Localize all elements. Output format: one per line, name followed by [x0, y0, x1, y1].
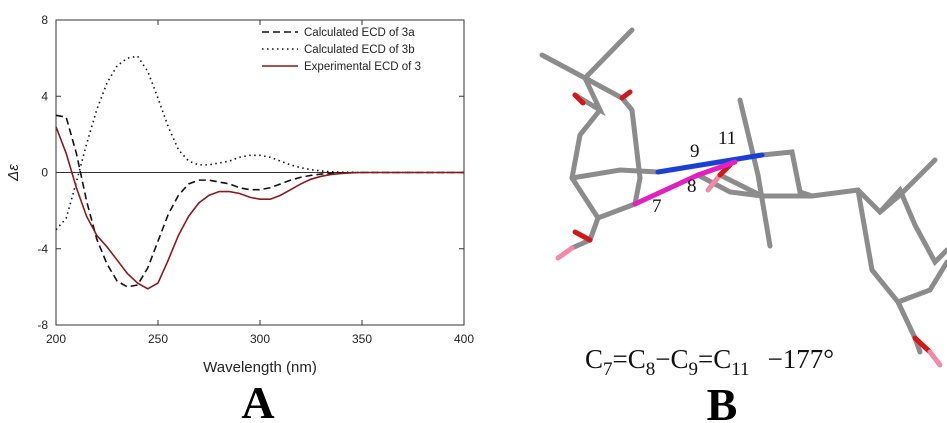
y-tick-label: -8: [37, 318, 48, 332]
legend-label: Calculated ECD of 3b: [304, 44, 415, 56]
atom-symbol: C: [585, 344, 603, 374]
atom-label: 11: [718, 128, 736, 149]
torsion-caption: C7=C8−C9=C11−177°: [585, 344, 834, 380]
series-line: [56, 127, 464, 289]
x-tick-label: 250: [148, 332, 168, 346]
bond-symbol: =: [613, 344, 628, 374]
y-tick-label: 4: [41, 89, 48, 103]
figure: 9 11 8 7 C7=C8−C9=C11−177° A B -8-404820…: [0, 0, 947, 423]
x-tick-label: 400: [454, 332, 474, 346]
atom-index: 8: [646, 359, 656, 380]
atom-label: 8: [687, 176, 697, 197]
legend-label: Experimental ECD of 3: [304, 61, 421, 73]
x-axis-title: Wavelength (nm): [203, 359, 317, 376]
atom-symbol: C: [713, 344, 731, 374]
x-tick-label: 200: [46, 332, 66, 346]
molecule-model: 9 11 8 7: [542, 30, 947, 365]
atom-symbol: C: [628, 344, 646, 374]
atom-label: 9: [690, 141, 700, 162]
y-axis-title: Δε: [5, 164, 22, 182]
series-line: [56, 56, 464, 229]
atom-index: 11: [731, 359, 749, 380]
x-tick-label: 350: [352, 332, 372, 346]
bond-symbol: −: [655, 344, 670, 374]
atom-label: 7: [652, 196, 662, 217]
y-tick-label: 0: [41, 166, 48, 180]
legend-label: Calculated ECD of 3a: [304, 27, 415, 39]
bond-symbol: =: [698, 344, 713, 374]
atom-symbol: C: [671, 344, 689, 374]
y-tick-label: -4: [37, 242, 48, 256]
atom-index: 9: [689, 359, 699, 380]
x-tick-label: 300: [250, 332, 270, 346]
y-tick-label: 8: [41, 13, 48, 27]
panel-label: A: [241, 377, 274, 423]
torsion-angle: −177°: [768, 344, 835, 374]
panel-label: B: [707, 379, 738, 423]
atom-index: 7: [603, 359, 613, 380]
